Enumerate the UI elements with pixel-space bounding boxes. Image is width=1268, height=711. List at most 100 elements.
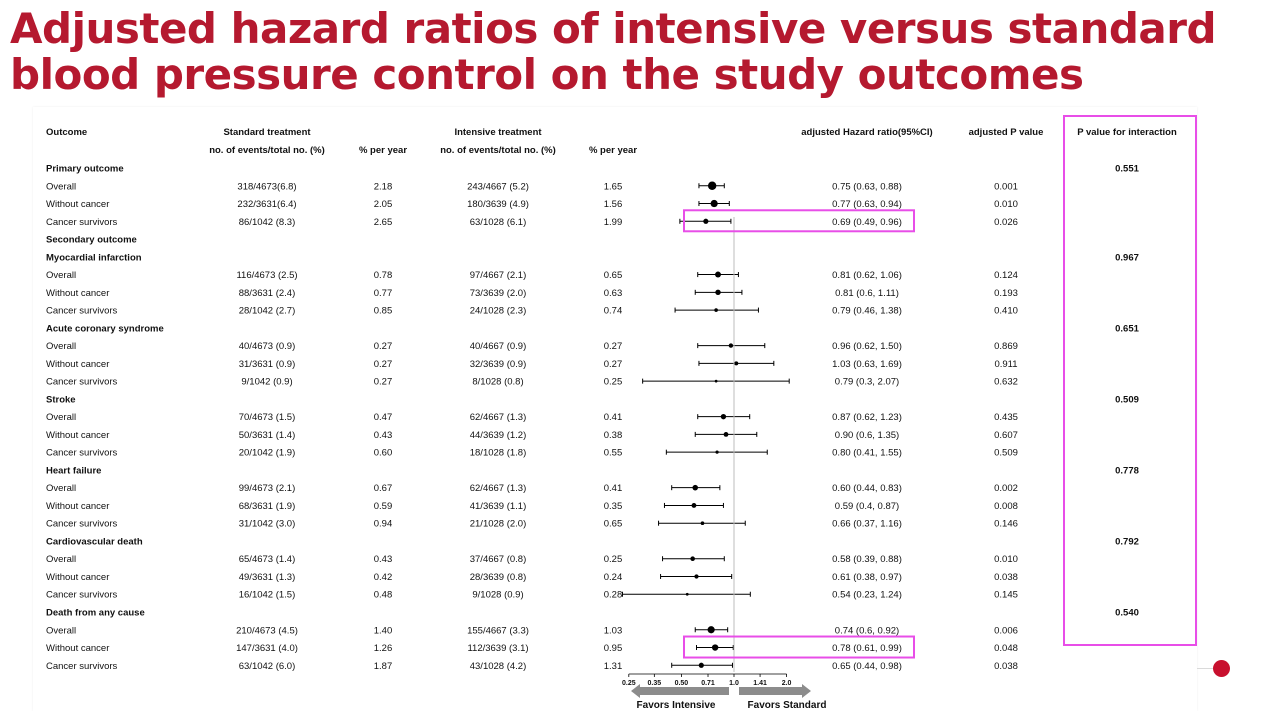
hazard-ratio-ci: 0.78 (0.61, 0.99) [832,643,902,654]
standard-events: 99/4673 (2.1) [239,483,296,494]
p-interaction-value: 0.967 [1115,252,1139,263]
hr-point [734,361,739,366]
hazard-ratio-ci: 1.03 (0.63, 1.69) [832,359,902,370]
standard-rate: 0.94 [374,519,393,530]
standard-rate: 2.18 [374,181,393,192]
row-label: Overall [46,483,76,494]
slide-title: Adjusted hazard ratios of intensive vers… [10,4,1217,99]
p-value: 0.008 [994,501,1018,512]
row-label: Without cancer [46,572,109,583]
favors-intensive-arrow [631,684,729,698]
section-label: Secondary outcome [46,235,137,246]
standard-rate: 0.78 [374,270,393,281]
section-header-row: Stroke 0.509 [46,394,1139,405]
standard-rate: 0.59 [374,501,393,512]
standard-rate: 0.60 [374,448,393,459]
standard-events: 210/4673 (4.5) [236,625,298,636]
intensive-events: 18/1028 (1.8) [470,448,527,459]
standard-events: 232/3631(6.4) [237,199,296,210]
p-value: 0.193 [994,288,1018,299]
header-hazard-ratio: adjusted Hazard ratio(95%CI) [801,127,932,138]
intensive-rate: 0.24 [604,572,623,583]
intensive-rate: 0.27 [604,359,623,370]
forest-marks [621,181,790,672]
table-row: Overall 318/4673(6.8) 2.18 243/4667 (5.2) 1.… [46,181,1018,192]
standard-rate: 1.40 [374,625,393,636]
row-label: Cancer survivors [46,377,118,388]
intensive-events: 63/1028 (6.1) [470,217,527,228]
row-label: Cancer survivors [46,217,118,228]
p-value: 0.048 [994,643,1018,654]
hazard-ratio-ci: 0.81 (0.6, 1.11) [835,288,899,299]
standard-events: 31/1042 (3.0) [239,519,296,530]
intensive-rate: 0.74 [604,306,623,317]
standard-rate: 1.26 [374,643,393,654]
forest-plot-figure: Outcome Standard treatment no. of events… [33,107,1197,711]
table-row: Without cancer 68/3631 (1.9) 0.59 41/3639 (… [46,501,1018,512]
hazard-ratio-ci: 0.87 (0.62, 1.23) [832,412,902,423]
row-label: Without cancer [46,643,109,654]
standard-events: 86/1042 (8.3) [239,217,296,228]
hr-point [720,413,727,420]
row-label: Without cancer [46,199,109,210]
table-row: Cancer survivors 86/1042 (8.3) 2.65 63/1028… [46,217,1018,228]
table-rows: Primary outcome 0.551 Overall 318/4673(6.8)… [46,164,1140,672]
table-row: Cancer survivors 63/1042 (6.0) 1.87 43/1028… [46,661,1018,672]
standard-rate: 0.67 [374,483,393,494]
hr-point [685,592,689,596]
axis-tick-label: 2.0 [782,680,792,687]
hr-point [707,626,715,634]
section-label: Death from any cause [46,608,145,619]
row-label: Without cancer [46,359,109,370]
favors-intensive-label: Favors Intensive [637,700,716,711]
hazard-ratio-ci: 0.58 (0.39, 0.88) [832,554,902,565]
p-value: 0.002 [994,483,1018,494]
intensive-rate: 1.56 [604,199,623,210]
p-interaction-highlight [1063,115,1197,646]
hr-point [714,379,718,383]
section-label: Stroke [46,394,76,405]
hazard-ratio-ci: 0.69 (0.49, 0.96) [832,217,902,228]
row-label: Cancer survivors [46,306,118,317]
row-label: Without cancer [46,430,109,441]
intensive-rate: 0.35 [604,501,623,512]
header-outcome: Outcome [46,127,87,138]
intensive-events: 62/4667 (1.3) [470,412,527,423]
p-value: 0.869 [994,341,1018,352]
standard-events: 147/3631 (4.0) [236,643,298,654]
p-value: 0.038 [994,661,1018,672]
p-value: 0.006 [994,625,1018,636]
column-headers: Outcome Standard treatment no. of events… [46,127,1177,156]
p-value: 0.607 [994,430,1018,441]
p-value: 0.010 [994,199,1018,210]
table-row: Cancer survivors 28/1042 (2.7) 0.85 24/1028… [46,306,1018,317]
axis-tick-label: 0.50 [675,680,689,687]
intensive-events: 28/3639 (0.8) [470,572,527,583]
standard-events: 16/1042 (1.5) [239,590,296,601]
p-value: 0.124 [994,270,1018,281]
intensive-rate: 1.99 [604,217,623,228]
table-row: Without cancer 232/3631(6.4) 2.05 180/3639 … [46,199,1018,210]
standard-events: 50/3631 (1.4) [239,430,296,441]
table-row: Without cancer 50/3631 (1.4) 0.43 44/3639 (… [46,430,1018,441]
hr-point [692,484,699,491]
intensive-events: 8/1028 (0.8) [472,377,523,388]
intensive-events: 97/4667 (2.1) [470,270,527,281]
accent-rule [1197,668,1213,669]
hr-point [728,343,734,348]
standard-events: 88/3631 (2.4) [239,288,296,299]
intensive-events: 37/4667 (0.8) [470,554,527,565]
header-standard-treatment: Standard treatment [223,127,311,138]
standard-events: 20/1042 (1.9) [239,448,296,459]
table-row: Cancer survivors 31/1042 (3.0) 0.94 21/1028… [46,519,1018,530]
accent-dot [1213,660,1230,677]
standard-rate: 2.05 [374,199,393,210]
intensive-events: 21/1028 (2.0) [470,519,527,530]
standard-rate: 0.27 [374,359,393,370]
header-p-interaction: P value for interaction [1077,127,1177,138]
table-row: Cancer survivors 16/1042 (1.5) 0.48 9/1028 … [46,590,1018,601]
row-label: Overall [46,412,76,423]
hazard-ratio-ci: 0.77 (0.63, 0.94) [832,199,902,210]
intensive-rate: 0.65 [604,519,623,530]
hazard-ratio-ci: 0.79 (0.46, 1.38) [832,306,902,317]
